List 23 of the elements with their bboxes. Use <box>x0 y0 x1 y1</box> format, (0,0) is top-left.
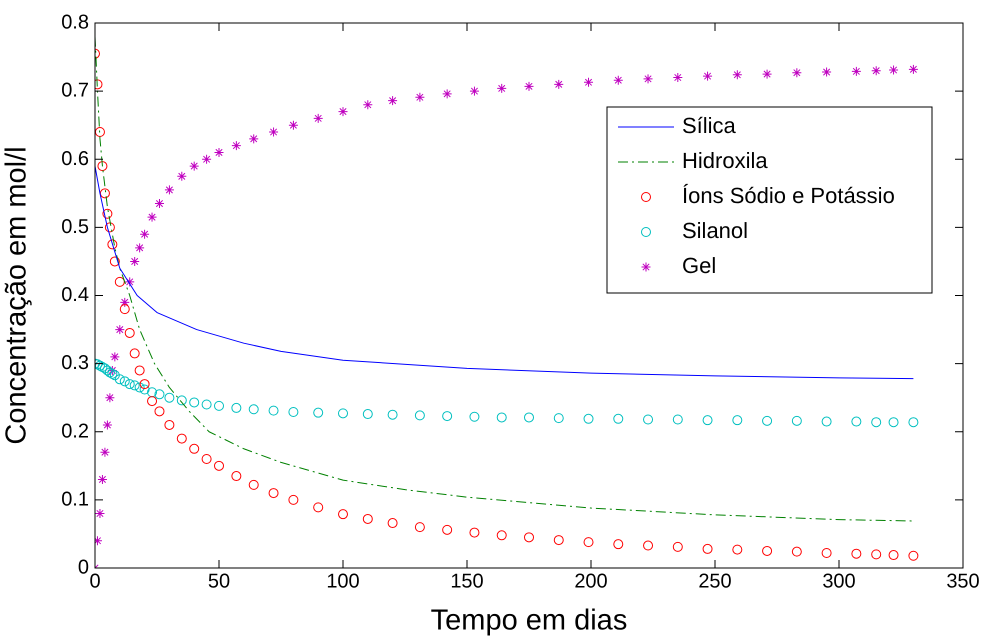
y-tick-label: 0.2 <box>61 420 89 442</box>
legend-label: Sílica <box>682 113 737 138</box>
x-tick-label: 250 <box>698 570 732 593</box>
y-tick-label: 0.8 <box>61 12 89 34</box>
legend-label: Silanol <box>682 218 748 244</box>
x-tick-label: 50 <box>208 570 230 593</box>
x-tick-label: 200 <box>574 570 608 593</box>
y-tick-label: 0.3 <box>61 352 89 374</box>
y-tick-label: 0.5 <box>61 216 89 238</box>
y-tick-label: 0 <box>78 556 89 579</box>
x-tick-label: 100 <box>326 570 360 593</box>
legend-label: Íons Sódio e Potássio <box>682 183 895 208</box>
y-axis-title: Concentração em mol/l <box>0 146 32 445</box>
y-tick-label: 0.1 <box>61 488 89 510</box>
legend-label: Hidroxila <box>682 148 768 174</box>
x-tick-label: 300 <box>822 570 856 593</box>
legend-label: Gel <box>682 253 716 278</box>
x-axis-title: Tempo em dias <box>430 604 628 637</box>
x-tick-label: 350 <box>946 570 980 593</box>
x-tick-label: 150 <box>450 570 484 593</box>
y-tick-label: 0.6 <box>61 148 89 170</box>
y-tick-label: 0.7 <box>61 80 89 102</box>
y-tick-label: 0.4 <box>61 284 89 306</box>
